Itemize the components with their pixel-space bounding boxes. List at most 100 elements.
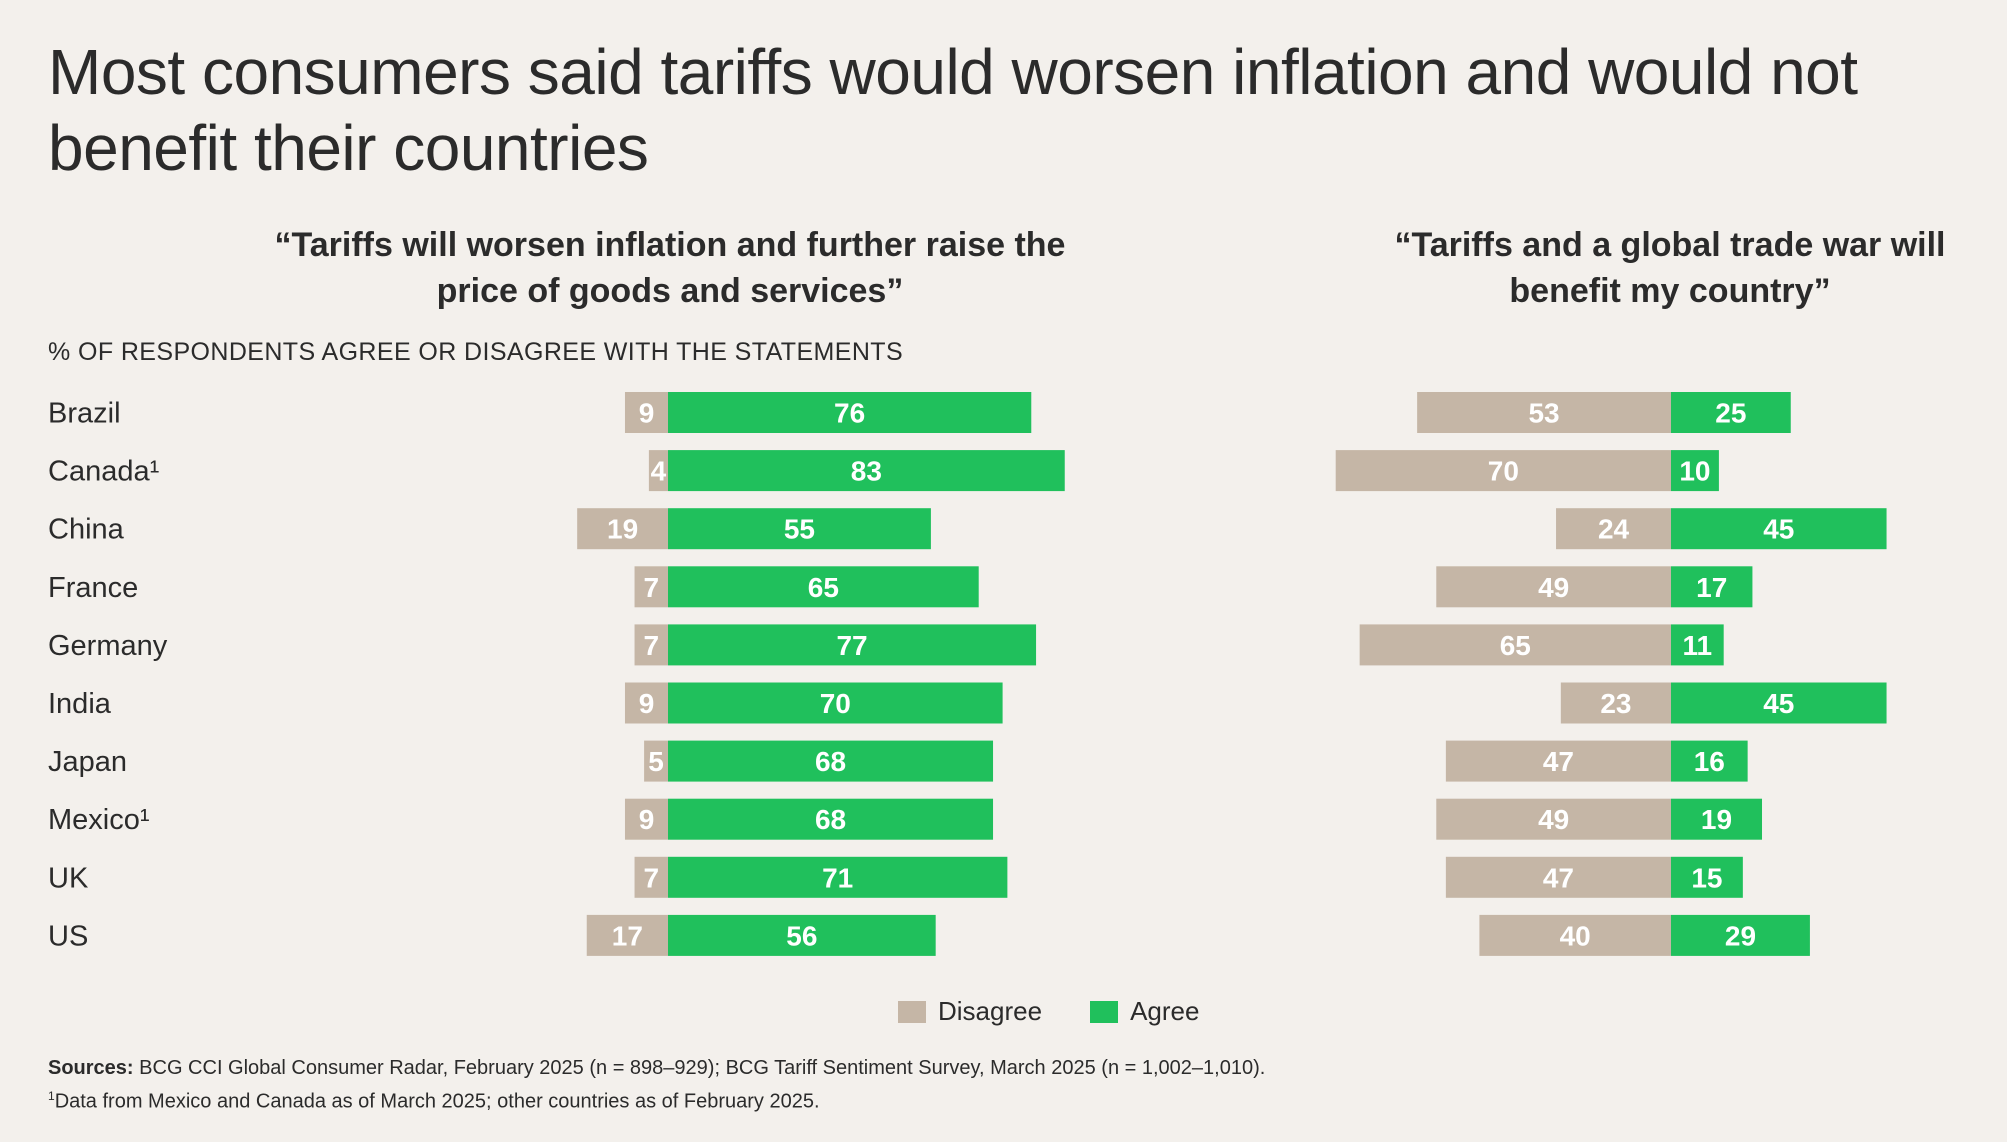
category-label: US	[48, 920, 88, 952]
legend-label-agree: Agree	[1130, 996, 1200, 1026]
data-label-disagree: 49	[1538, 804, 1569, 835]
bar-disagree	[634, 566, 668, 608]
data-label-disagree: 40	[1560, 920, 1591, 951]
data-label-disagree: 47	[1543, 746, 1574, 777]
bar-agree	[668, 682, 1003, 724]
footnote-line: 1Data from Mexico and Canada as of March…	[48, 1082, 1948, 1116]
footer: Sources: BCG CCI Global Consumer Radar, …	[48, 1054, 1948, 1116]
legend-item-agree: Agree	[1090, 996, 1199, 1027]
category-label: Mexico¹	[48, 804, 150, 836]
category-label: Japan	[48, 746, 127, 778]
category-label: France	[48, 572, 138, 604]
data-label-disagree: 9	[639, 398, 655, 429]
category-label: Canada¹	[48, 456, 160, 488]
legend-item-disagree: Disagree	[898, 996, 1042, 1027]
data-label-disagree: 7	[643, 630, 659, 661]
data-label-disagree: 23	[1600, 688, 1631, 719]
bar-disagree	[1445, 740, 1671, 782]
unit-label: % OF RESPONDENTS AGREE OR DISAGREE WITH …	[48, 338, 904, 366]
legend-label-disagree: Disagree	[938, 996, 1043, 1026]
bar-agree	[1671, 624, 1724, 666]
bar-agree	[1671, 682, 1887, 724]
bar-disagree	[1436, 566, 1671, 608]
bar-disagree	[1445, 856, 1671, 898]
bar-disagree	[648, 450, 668, 492]
bar-agree	[1671, 856, 1743, 898]
bar-agree	[1671, 450, 1719, 492]
sources-label: Sources:	[48, 1057, 134, 1079]
bar-agree	[668, 450, 1065, 492]
bar-agree	[668, 624, 1037, 666]
data-label-agree: 55	[784, 514, 815, 545]
legend-swatch-disagree	[898, 1000, 926, 1023]
data-label-disagree: 17	[612, 920, 643, 951]
chart-title: Most consumers said tariffs would worsen…	[48, 36, 1858, 184]
bar-disagree	[624, 798, 668, 840]
bar-disagree	[624, 392, 668, 433]
bar-agree	[1671, 508, 1887, 550]
data-label-agree: 45	[1763, 514, 1794, 545]
bar-disagree	[1479, 914, 1671, 956]
footnote-marker: 1	[48, 1089, 55, 1103]
category-label: China	[48, 514, 125, 546]
bar-agree	[668, 798, 994, 840]
data-label-agree: 45	[1763, 688, 1794, 719]
bar-disagree	[624, 682, 668, 724]
bar-agree	[1671, 914, 1810, 956]
category-label: UK	[48, 862, 89, 894]
data-label-agree: 68	[815, 804, 846, 835]
bar-disagree	[634, 856, 668, 898]
bar-disagree	[634, 624, 668, 666]
bar-agree	[668, 566, 979, 608]
data-label-disagree: 19	[607, 514, 638, 545]
bar-agree	[668, 508, 931, 550]
data-label-agree: 83	[851, 456, 882, 487]
data-label-agree: 76	[834, 398, 865, 429]
data-label-agree: 56	[786, 920, 817, 951]
data-label-disagree: 70	[1488, 456, 1519, 487]
data-label-disagree: 65	[1500, 630, 1531, 661]
data-label-disagree: 24	[1598, 514, 1630, 545]
bar-charts: Brazil Canada¹ China France Germany India Japa…	[48, 392, 1887, 956]
data-label-disagree: 5	[648, 746, 664, 777]
category-label: Brazil	[48, 398, 121, 430]
data-label-disagree: 7	[643, 572, 659, 603]
data-label-disagree: 49	[1538, 572, 1569, 603]
legend-swatch-agree	[1090, 1000, 1119, 1023]
bar-agree	[668, 740, 994, 782]
data-label-agree: 16	[1694, 746, 1725, 777]
bar-disagree	[577, 508, 668, 550]
bar-disagree	[1335, 450, 1671, 492]
data-label-agree: 15	[1691, 862, 1722, 893]
data-label-agree: 71	[822, 862, 853, 893]
data-label-disagree: 9	[639, 804, 655, 835]
legend: Disagree Agree	[898, 996, 1247, 1027]
left-chart-title: “Tariffs will worsen inflation and furth…	[274, 226, 1066, 310]
category-label: Germany	[48, 630, 168, 662]
bar-disagree	[644, 740, 668, 782]
bar-agree	[1671, 392, 1791, 433]
bar-agree	[668, 392, 1032, 433]
bar-agree	[1671, 740, 1748, 782]
data-label-agree: 11	[1683, 630, 1713, 661]
sources-text: BCG CCI Global Consumer Radar, February …	[139, 1057, 1266, 1079]
bar-disagree	[1556, 508, 1671, 550]
data-label-agree: 70	[820, 688, 851, 719]
data-label-agree: 65	[808, 572, 839, 603]
data-label-agree: 29	[1725, 920, 1756, 951]
bar-agree	[1671, 798, 1763, 840]
data-label-agree: 19	[1701, 804, 1732, 835]
data-label-disagree: 9	[639, 688, 655, 719]
bar-disagree	[1417, 392, 1671, 433]
bar-disagree	[586, 914, 668, 956]
bar-disagree	[1560, 682, 1671, 724]
category-label: India	[48, 688, 112, 720]
data-label-agree: 68	[815, 746, 846, 777]
data-label-agree: 10	[1679, 456, 1710, 487]
data-label-agree: 25	[1715, 398, 1746, 429]
data-label-agree: 17	[1696, 572, 1727, 603]
bar-disagree	[1436, 798, 1671, 840]
footnote-text: Data from Mexico and Canada as of March …	[54, 1090, 820, 1113]
data-label-disagree: 53	[1528, 398, 1559, 429]
bar-agree	[668, 914, 936, 956]
